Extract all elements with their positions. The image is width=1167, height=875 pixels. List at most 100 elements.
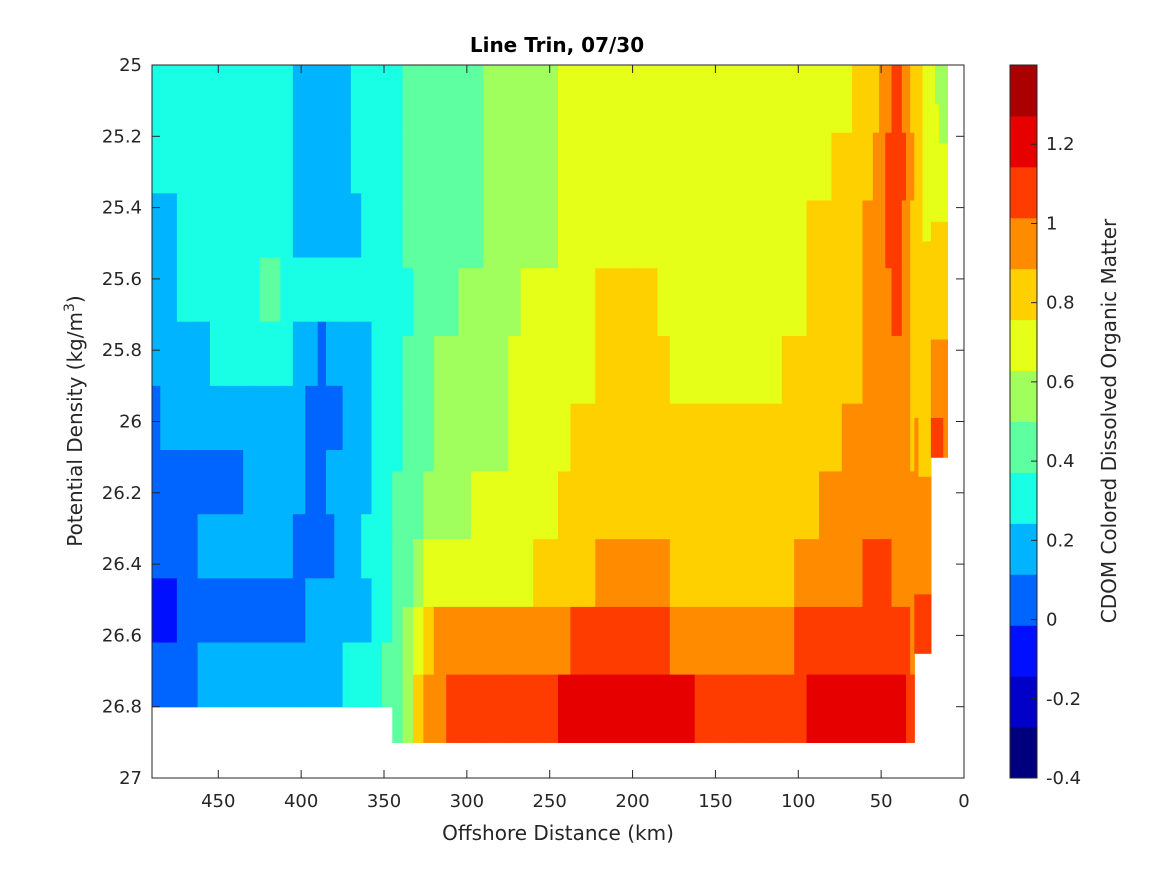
contour-cell	[719, 606, 733, 676]
contour-cell	[607, 471, 621, 540]
contour-cell	[607, 539, 621, 608]
contour-cell	[595, 335, 609, 405]
contour-cell	[891, 674, 899, 743]
contour-cell	[495, 335, 509, 405]
x-tick-label: 0	[958, 791, 969, 812]
contour-cell	[645, 471, 659, 540]
contour-cell	[433, 65, 447, 134]
contour-cell	[350, 129, 362, 194]
contour-cell	[669, 471, 683, 540]
contour-cell	[935, 104, 940, 145]
contour-cell	[939, 65, 944, 105]
colorbar	[1009, 64, 1038, 779]
contour-cell	[841, 539, 853, 608]
contour-cell	[317, 129, 327, 194]
contour-cell	[831, 606, 843, 676]
contour-cell	[935, 65, 940, 105]
contour-cell	[508, 200, 522, 269]
contour-cell	[280, 129, 294, 194]
contour-cell	[879, 539, 886, 608]
contour-cell	[901, 200, 907, 269]
contour-cell	[152, 642, 161, 708]
contour-cell	[361, 385, 373, 451]
contour-cell	[595, 471, 609, 540]
contour-cell	[901, 335, 907, 405]
contour-cell	[794, 65, 808, 134]
contour-cell	[756, 674, 770, 743]
contour-cell	[943, 261, 949, 301]
contour-cell	[402, 268, 414, 337]
contour-cell	[897, 471, 903, 540]
contour-cell	[458, 403, 472, 473]
contour-cell	[852, 268, 864, 337]
contour-cell	[910, 539, 915, 608]
contour-cell	[806, 132, 820, 202]
contour-cell	[841, 606, 853, 676]
contour-cell	[879, 200, 886, 269]
contour-cell	[645, 335, 659, 405]
contour-cell	[595, 403, 609, 473]
contour-cell	[885, 65, 893, 134]
contour-cell	[732, 65, 746, 134]
contour-cell	[210, 642, 224, 708]
contour-cell	[910, 200, 915, 269]
contour-cell	[334, 65, 344, 130]
contour-cell	[317, 65, 327, 130]
contour-cell	[806, 674, 820, 743]
contour-cell	[732, 132, 746, 202]
contour-cell	[234, 257, 244, 323]
contour-cell	[781, 403, 795, 473]
contour-cell	[632, 132, 646, 202]
contour-cell	[943, 417, 949, 458]
contour-cell	[891, 606, 899, 676]
contour-cell	[595, 200, 609, 269]
contour-cell	[914, 182, 920, 243]
contour-cell	[371, 65, 383, 130]
contour-cell	[334, 642, 344, 708]
contour-cell	[251, 193, 261, 259]
contour-cell	[582, 65, 596, 134]
contour-cell	[906, 403, 911, 473]
contour-cell	[891, 268, 899, 337]
contour-cell	[719, 200, 733, 269]
contour-cell	[222, 450, 236, 515]
contour-cell	[879, 471, 886, 540]
contour-cell	[381, 450, 393, 515]
contour-cell	[533, 606, 547, 676]
contour-cell	[918, 65, 924, 125]
contour-cell	[334, 321, 344, 387]
contour-cell	[471, 132, 485, 202]
contour-cell	[243, 642, 253, 708]
contour-cell	[280, 642, 294, 708]
contour-cell	[694, 132, 708, 202]
contour-cell	[657, 65, 671, 134]
contour-cell	[939, 378, 944, 419]
contour-cell	[582, 403, 596, 473]
contour-cell	[872, 403, 880, 473]
contour-cell	[657, 268, 671, 337]
contour-cell	[744, 606, 758, 676]
contour-cell	[234, 321, 244, 387]
contour-cell	[939, 104, 944, 145]
contour-cell	[160, 450, 170, 515]
contour-cell	[545, 65, 559, 134]
contour-cell	[897, 268, 903, 337]
contour-cell	[160, 193, 170, 259]
contour-cell	[361, 129, 373, 194]
contour-cell	[176, 193, 186, 259]
contour-cell	[508, 606, 522, 676]
contour-cell	[483, 539, 497, 608]
contour-cell	[707, 65, 721, 134]
contour-cell	[682, 403, 696, 473]
contour-cell	[872, 132, 880, 202]
contour-cell	[234, 642, 244, 708]
contour-cell	[458, 606, 472, 676]
contour-cell	[930, 65, 936, 105]
contour-cell	[781, 335, 795, 405]
contour-cell	[433, 403, 447, 473]
contour-cell	[897, 606, 903, 676]
contour-cell	[533, 65, 547, 134]
contour-cell	[222, 642, 236, 708]
contour-cell	[413, 539, 424, 608]
contour-cell	[645, 674, 659, 743]
